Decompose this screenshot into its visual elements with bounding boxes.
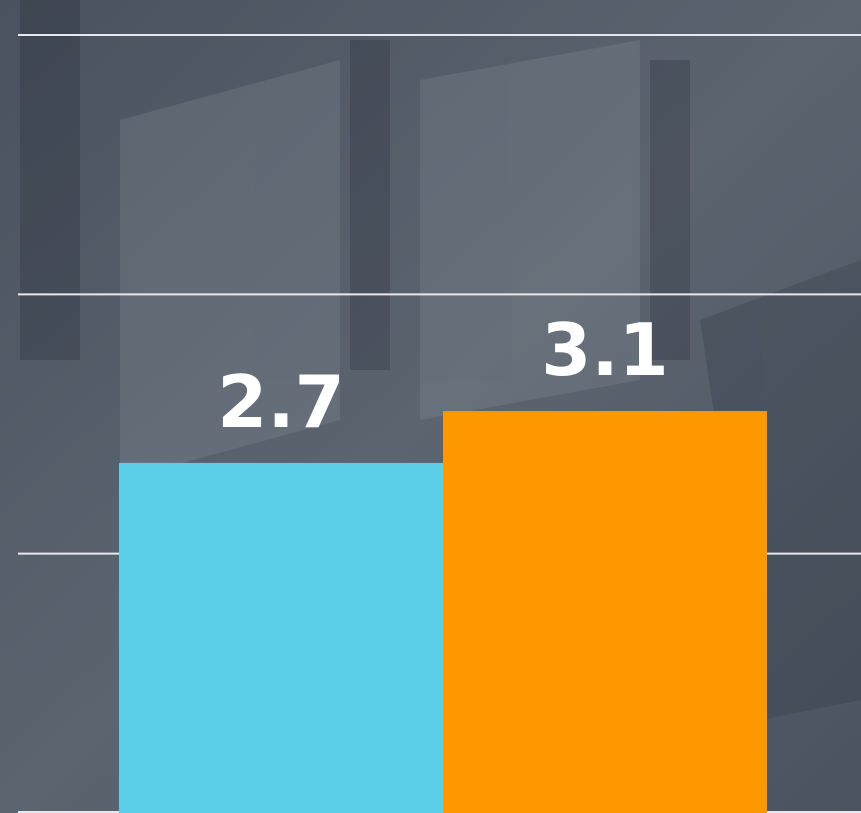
- chart: 2.7 3.1: [0, 0, 861, 813]
- value-label: 3.1: [541, 308, 669, 392]
- page: {"chart_data": {"type": "bar", "values":…: [0, 0, 861, 813]
- value-label: 2.7: [217, 360, 345, 444]
- bar: [119, 463, 443, 813]
- bar: [443, 411, 767, 813]
